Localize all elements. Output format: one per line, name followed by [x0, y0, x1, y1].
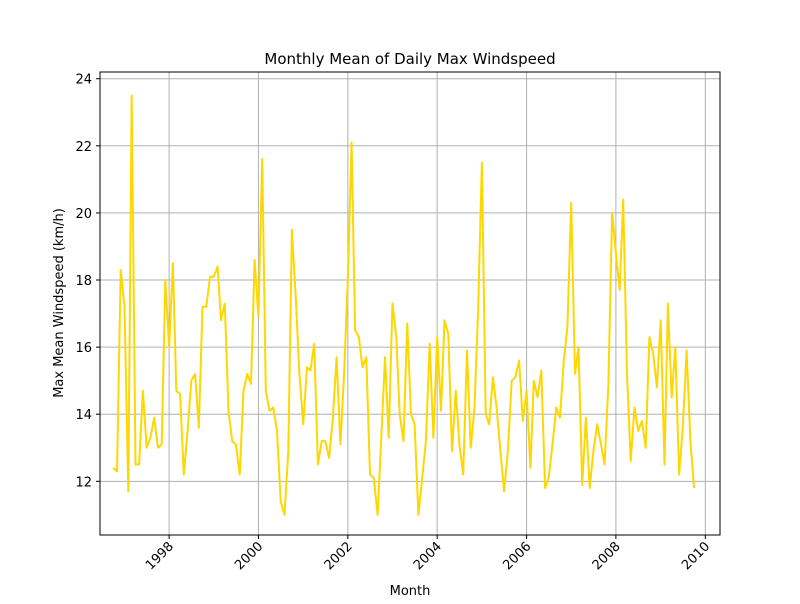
y-tick-label: 16: [75, 341, 92, 356]
y-tick-label: 24: [75, 73, 92, 88]
plot-area-frame: [99, 71, 721, 536]
x-axis-label: Month: [390, 584, 431, 599]
y-axis-label: Max Mean Windspeed (km/h): [52, 208, 67, 398]
series-line: [112, 94, 696, 516]
y-tick-label: 20: [75, 207, 92, 222]
y-tick-label: 14: [75, 408, 92, 423]
y-tick-label: 18: [75, 274, 92, 289]
chart-title: Monthly Mean of Daily Max Windspeed: [264, 50, 555, 68]
y-tick-label: 22: [75, 140, 92, 155]
y-tick-label: 12: [75, 475, 92, 490]
